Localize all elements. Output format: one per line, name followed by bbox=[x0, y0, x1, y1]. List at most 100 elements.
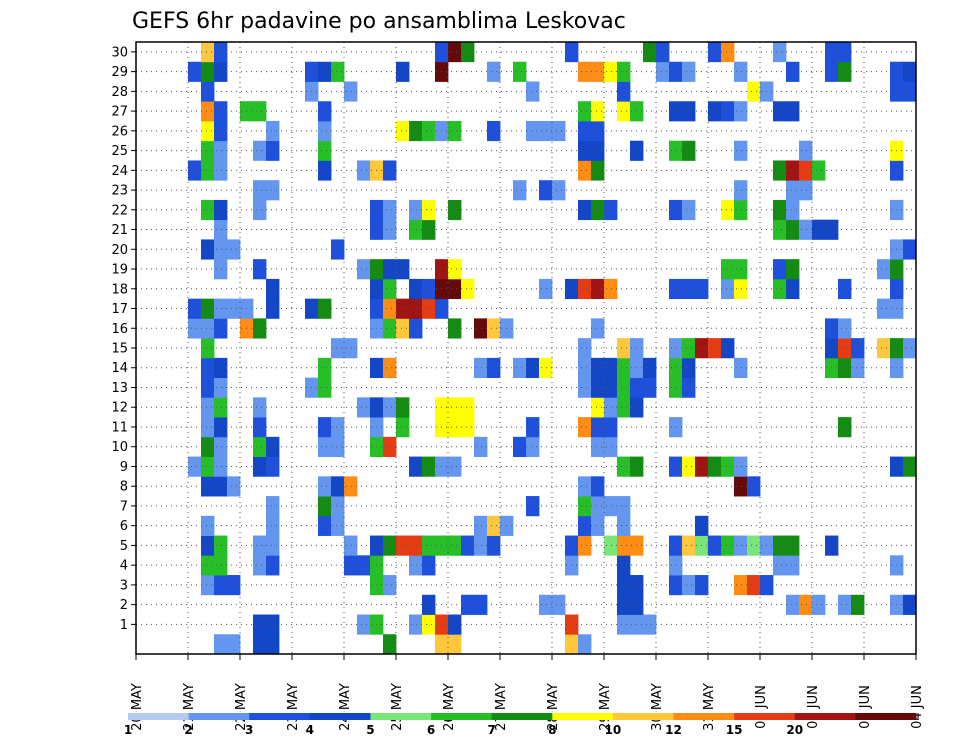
heatmap-cell bbox=[812, 219, 826, 240]
heatmap-cell bbox=[214, 219, 228, 240]
heatmap-cell bbox=[669, 101, 683, 122]
heatmap-cell bbox=[799, 160, 813, 181]
heatmap-cell bbox=[643, 357, 657, 379]
heatmap-cell bbox=[344, 338, 358, 359]
heatmap-cell bbox=[591, 318, 605, 339]
heatmap-cell bbox=[383, 278, 397, 300]
heatmap-cell bbox=[526, 120, 540, 142]
heatmap-cell bbox=[201, 535, 215, 556]
legend-label: 2 bbox=[184, 723, 192, 737]
y-tick-label: 9 bbox=[120, 460, 128, 475]
heatmap-cell bbox=[201, 42, 215, 63]
heatmap-cell bbox=[578, 120, 592, 142]
heatmap-cell bbox=[266, 555, 280, 576]
heatmap-cell bbox=[734, 199, 748, 221]
x-tick-label: 31 MAY bbox=[702, 683, 717, 731]
heatmap-cell bbox=[604, 496, 618, 517]
heatmap-cell bbox=[786, 219, 800, 240]
heatmap-cell bbox=[552, 120, 566, 142]
legend-swatch bbox=[188, 713, 250, 720]
heatmap-cell bbox=[669, 140, 683, 161]
heatmap-cell bbox=[253, 140, 267, 161]
heatmap-cell bbox=[331, 61, 345, 82]
heatmap-cell bbox=[409, 199, 423, 221]
heatmap-cell bbox=[383, 219, 397, 240]
heatmap-cell bbox=[591, 101, 605, 122]
heatmap-cell bbox=[474, 594, 488, 615]
heatmap-cell bbox=[422, 278, 436, 300]
heatmap-cell bbox=[734, 259, 748, 280]
heatmap-cell bbox=[721, 259, 735, 280]
heatmap-cell bbox=[253, 417, 267, 438]
heatmap-cell bbox=[578, 515, 592, 536]
heatmap-cell bbox=[253, 318, 267, 339]
y-tick-label: 15 bbox=[111, 342, 128, 357]
heatmap-cell bbox=[331, 239, 345, 260]
heatmap-cell bbox=[344, 81, 358, 102]
legend-label: 6 bbox=[427, 723, 435, 737]
heatmap-cell bbox=[201, 199, 215, 221]
heatmap-cell bbox=[344, 476, 358, 497]
heatmap-cell bbox=[786, 199, 800, 221]
heatmap-cell bbox=[227, 575, 241, 596]
color-legend: 1 2 3 4 5 6 7 8 10 12 15 20 bbox=[124, 713, 917, 737]
heatmap-cell bbox=[669, 357, 683, 379]
heatmap-cell bbox=[643, 42, 657, 63]
heatmap-cell bbox=[578, 61, 592, 82]
heatmap-cell bbox=[409, 555, 423, 576]
heatmap-cell bbox=[617, 338, 631, 359]
heatmap-cell bbox=[461, 278, 475, 300]
heatmap-cell bbox=[591, 199, 605, 221]
heatmap-cell bbox=[617, 397, 631, 418]
heatmap-cell bbox=[617, 594, 631, 615]
heatmap-cell bbox=[201, 555, 215, 576]
heatmap-cell bbox=[617, 515, 631, 536]
heatmap-cell bbox=[604, 377, 618, 398]
heatmap-cell bbox=[474, 318, 488, 339]
heatmap-cell bbox=[838, 42, 852, 63]
heatmap-cell bbox=[422, 219, 436, 240]
heatmap-cell bbox=[487, 515, 501, 536]
heatmap-cell bbox=[669, 417, 683, 438]
heatmap-cell bbox=[214, 239, 228, 260]
heatmap-cell bbox=[266, 180, 280, 201]
dotted-grid bbox=[136, 42, 916, 654]
heatmap-cell bbox=[734, 456, 748, 477]
heatmap-cell bbox=[487, 120, 501, 142]
heatmap-cell bbox=[422, 594, 436, 615]
heatmap-cell bbox=[214, 42, 228, 63]
heatmap-cell bbox=[578, 160, 592, 181]
legend-swatch bbox=[855, 713, 917, 720]
heatmap-cell bbox=[708, 42, 722, 63]
heatmap-cell bbox=[838, 61, 852, 82]
heatmap-cell bbox=[396, 535, 410, 556]
x-tick-label: 03 JUN bbox=[858, 685, 873, 729]
heatmap-cell bbox=[617, 81, 631, 102]
heatmap-cell bbox=[188, 61, 202, 82]
heatmap-cell bbox=[578, 338, 592, 359]
heatmap-cell bbox=[383, 318, 397, 339]
heatmap-cell bbox=[539, 120, 553, 142]
heatmap-cell bbox=[604, 535, 618, 556]
heatmap-cell bbox=[253, 614, 267, 635]
heatmap-cell bbox=[682, 101, 696, 122]
y-tick-label: 27 bbox=[111, 105, 128, 120]
heatmap-cell bbox=[253, 180, 267, 201]
heatmap-cell bbox=[669, 338, 683, 359]
heatmap-cell bbox=[266, 140, 280, 161]
heatmap-cell bbox=[877, 259, 891, 280]
heatmap-cell bbox=[214, 555, 228, 576]
heatmap-cell bbox=[266, 436, 280, 457]
legend-swatch bbox=[794, 713, 856, 720]
y-tick-label: 3 bbox=[120, 578, 128, 593]
legend-swatch bbox=[128, 713, 190, 720]
heatmap-cell bbox=[604, 278, 618, 300]
heatmap-cell bbox=[721, 278, 735, 300]
heatmap-cells bbox=[188, 42, 917, 655]
heatmap-cell bbox=[591, 61, 605, 82]
heatmap-cell bbox=[266, 634, 280, 655]
heatmap-cell bbox=[838, 357, 852, 379]
y-tick-label: 28 bbox=[111, 85, 128, 100]
heatmap-cell bbox=[721, 535, 735, 556]
